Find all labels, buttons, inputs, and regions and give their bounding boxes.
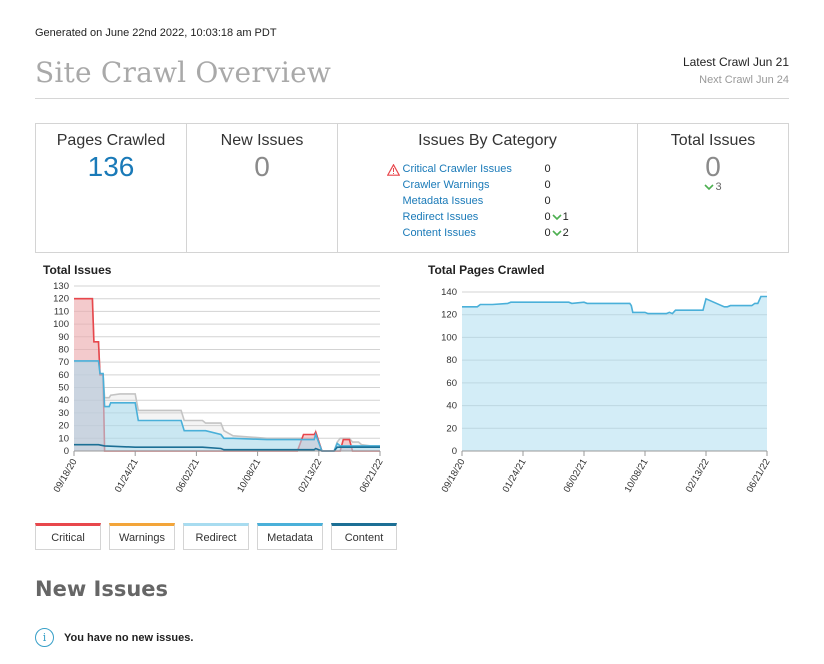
y-tick-label: 110 — [54, 306, 69, 317]
y-tick-label: 100 — [53, 319, 69, 330]
y-tick-label: 140 — [441, 287, 457, 298]
metadata-issues-link[interactable]: Metadata Issues — [402, 195, 484, 207]
legend-warnings-button[interactable]: Warnings — [109, 523, 175, 550]
total-issues-card: Total Issues 0 3 — [638, 124, 788, 252]
category-row-warnings: Crawler Warnings 0 — [403, 177, 573, 193]
y-tick-label: 100 — [441, 332, 457, 343]
total-issues-chart-title: Total Issues — [43, 263, 112, 277]
category-row-critical: Critical Crawler Issues 0 — [386, 161, 573, 177]
y-tick-label: 20 — [58, 421, 69, 432]
new-issues-card: New Issues 0 — [187, 124, 338, 252]
latest-crawl: Latest Crawl Jun 21 — [682, 55, 789, 69]
series-area-total — [74, 298, 380, 451]
chevron-down-icon — [704, 184, 715, 191]
x-tick-label: 06/02/21 — [562, 457, 590, 495]
generated-timestamp: Generated on June 22nd 2022, 10:03:18 am… — [35, 27, 277, 39]
legend-critical-button[interactable]: Critical — [35, 523, 101, 550]
summary-panel: Pages Crawled 136 New Issues 0 Issues By… — [35, 123, 789, 253]
y-tick-label: 60 — [446, 378, 457, 389]
redirect-issues-value-group: 0 1 — [545, 211, 569, 223]
redirect-issues-delta: 1 — [562, 211, 569, 223]
y-tick-label: 40 — [58, 395, 69, 406]
y-tick-label: 80 — [58, 344, 69, 355]
y-tick-label: 120 — [53, 294, 69, 305]
info-icon: i — [35, 628, 54, 647]
category-row-content: Content Issues 0 2 — [403, 225, 573, 241]
x-tick-label: 02/13/22 — [684, 457, 712, 495]
series-area-pages-crawled — [462, 296, 767, 451]
y-tick-label: 70 — [58, 357, 69, 368]
content-issues-delta: 2 — [562, 227, 569, 239]
x-tick-label: 06/21/22 — [745, 457, 773, 495]
pages-crawled-value: 136 — [87, 151, 135, 182]
crawler-warnings-value: 0 — [544, 179, 551, 191]
x-tick-label: 09/18/20 — [52, 457, 80, 495]
crawler-warnings-link[interactable]: Crawler Warnings — [402, 179, 490, 191]
crawl-info: Latest Crawl Jun 21 Next Crawl Jun 24 — [683, 55, 789, 86]
pages-crawled-chart-title: Total Pages Crawled — [428, 263, 545, 277]
critical-issues-link[interactable]: Critical Crawler Issues — [386, 163, 545, 176]
category-row-redirect: Redirect Issues 0 1 — [403, 209, 573, 225]
warning-triangle-icon — [386, 164, 400, 176]
pages-crawled-chart: 0 20 40 60 80 100 120 140 09/18/20 01/24/21 06/02/… — [440, 287, 773, 495]
y-tick-label: 50 — [58, 383, 69, 394]
x-tick-label: 06/02/21 — [174, 457, 202, 495]
content-issues-value-group: 0 2 — [545, 227, 569, 239]
x-tick-label: 10/08/21 — [623, 457, 651, 495]
pages-crawled-label: Pages Crawled — [56, 132, 166, 149]
new-issues-heading: New Issues — [35, 577, 169, 601]
x-tick-label: 06/21/22 — [358, 457, 386, 495]
x-tick-label: 01/24/21 — [113, 457, 141, 495]
next-crawl: Next Crawl Jun 24 — [699, 74, 789, 86]
x-tick-label: 09/18/20 — [440, 457, 468, 495]
critical-issues-value: 0 — [544, 163, 551, 175]
series-line-metadata — [74, 360, 380, 452]
issues-by-category-card: Issues By Category Critical Crawler Issu… — [338, 124, 638, 252]
new-issues-label: New Issues — [220, 132, 304, 149]
issues-by-category-label: Issues By Category — [418, 132, 557, 149]
content-issues-value: 0 — [544, 227, 551, 239]
critical-issues-label: Critical Crawler Issues — [402, 163, 512, 175]
legend-content-button[interactable]: Content — [331, 523, 397, 550]
y-tick-label: 0 — [64, 446, 69, 457]
y-tick-label: 60 — [58, 370, 69, 381]
chevron-down-icon — [552, 230, 562, 237]
category-list: Critical Crawler Issues 0 Crawler Warnin… — [386, 161, 573, 241]
legend-redirect-button[interactable]: Redirect — [183, 523, 249, 550]
x-tick-label: 10/08/21 — [235, 457, 263, 495]
title-divider — [35, 98, 789, 99]
y-tick-label: 30 — [58, 408, 69, 419]
y-tick-label: 80 — [446, 355, 457, 366]
y-tick-label: 40 — [446, 401, 457, 412]
series-line-pages-crawled — [462, 295, 767, 315]
total-issues-delta: 3 — [715, 181, 722, 193]
y-tick-label: 90 — [58, 332, 69, 343]
y-tick-label: 0 — [452, 446, 457, 457]
y-tick-label: 10 — [58, 433, 69, 444]
chart-legend: Critical Warnings Redirect Metadata Cont… — [35, 523, 397, 550]
y-tick-label: 130 — [53, 281, 69, 292]
content-issues-link[interactable]: Content Issues — [402, 227, 476, 239]
category-row-metadata: Metadata Issues 0 — [403, 193, 573, 209]
y-tick-label: 20 — [446, 423, 457, 434]
total-issues-value: 0 — [705, 151, 721, 182]
pages-crawled-card: Pages Crawled 136 — [36, 124, 187, 252]
page-title: Site Crawl Overview — [35, 56, 332, 89]
no-issues-notice: i You have no new issues. — [35, 628, 193, 647]
series-area-metadata — [74, 360, 380, 451]
redirect-issues-value: 0 — [544, 211, 551, 223]
x-tick-label: 01/24/21 — [501, 457, 529, 495]
no-issues-message: You have no new issues. — [64, 631, 194, 644]
total-issues-delta-group: 3 — [638, 181, 788, 193]
chevron-down-icon — [552, 214, 562, 221]
redirect-issues-link[interactable]: Redirect Issues — [402, 211, 479, 223]
new-issues-value: 0 — [254, 151, 270, 182]
x-tick-label: 02/13/22 — [296, 457, 324, 495]
series-line-critical — [74, 297, 380, 452]
total-issues-label: Total Issues — [670, 132, 756, 149]
y-tick-label: 120 — [441, 310, 457, 321]
legend-metadata-button[interactable]: Metadata — [257, 523, 323, 550]
metadata-issues-value: 0 — [544, 195, 551, 207]
